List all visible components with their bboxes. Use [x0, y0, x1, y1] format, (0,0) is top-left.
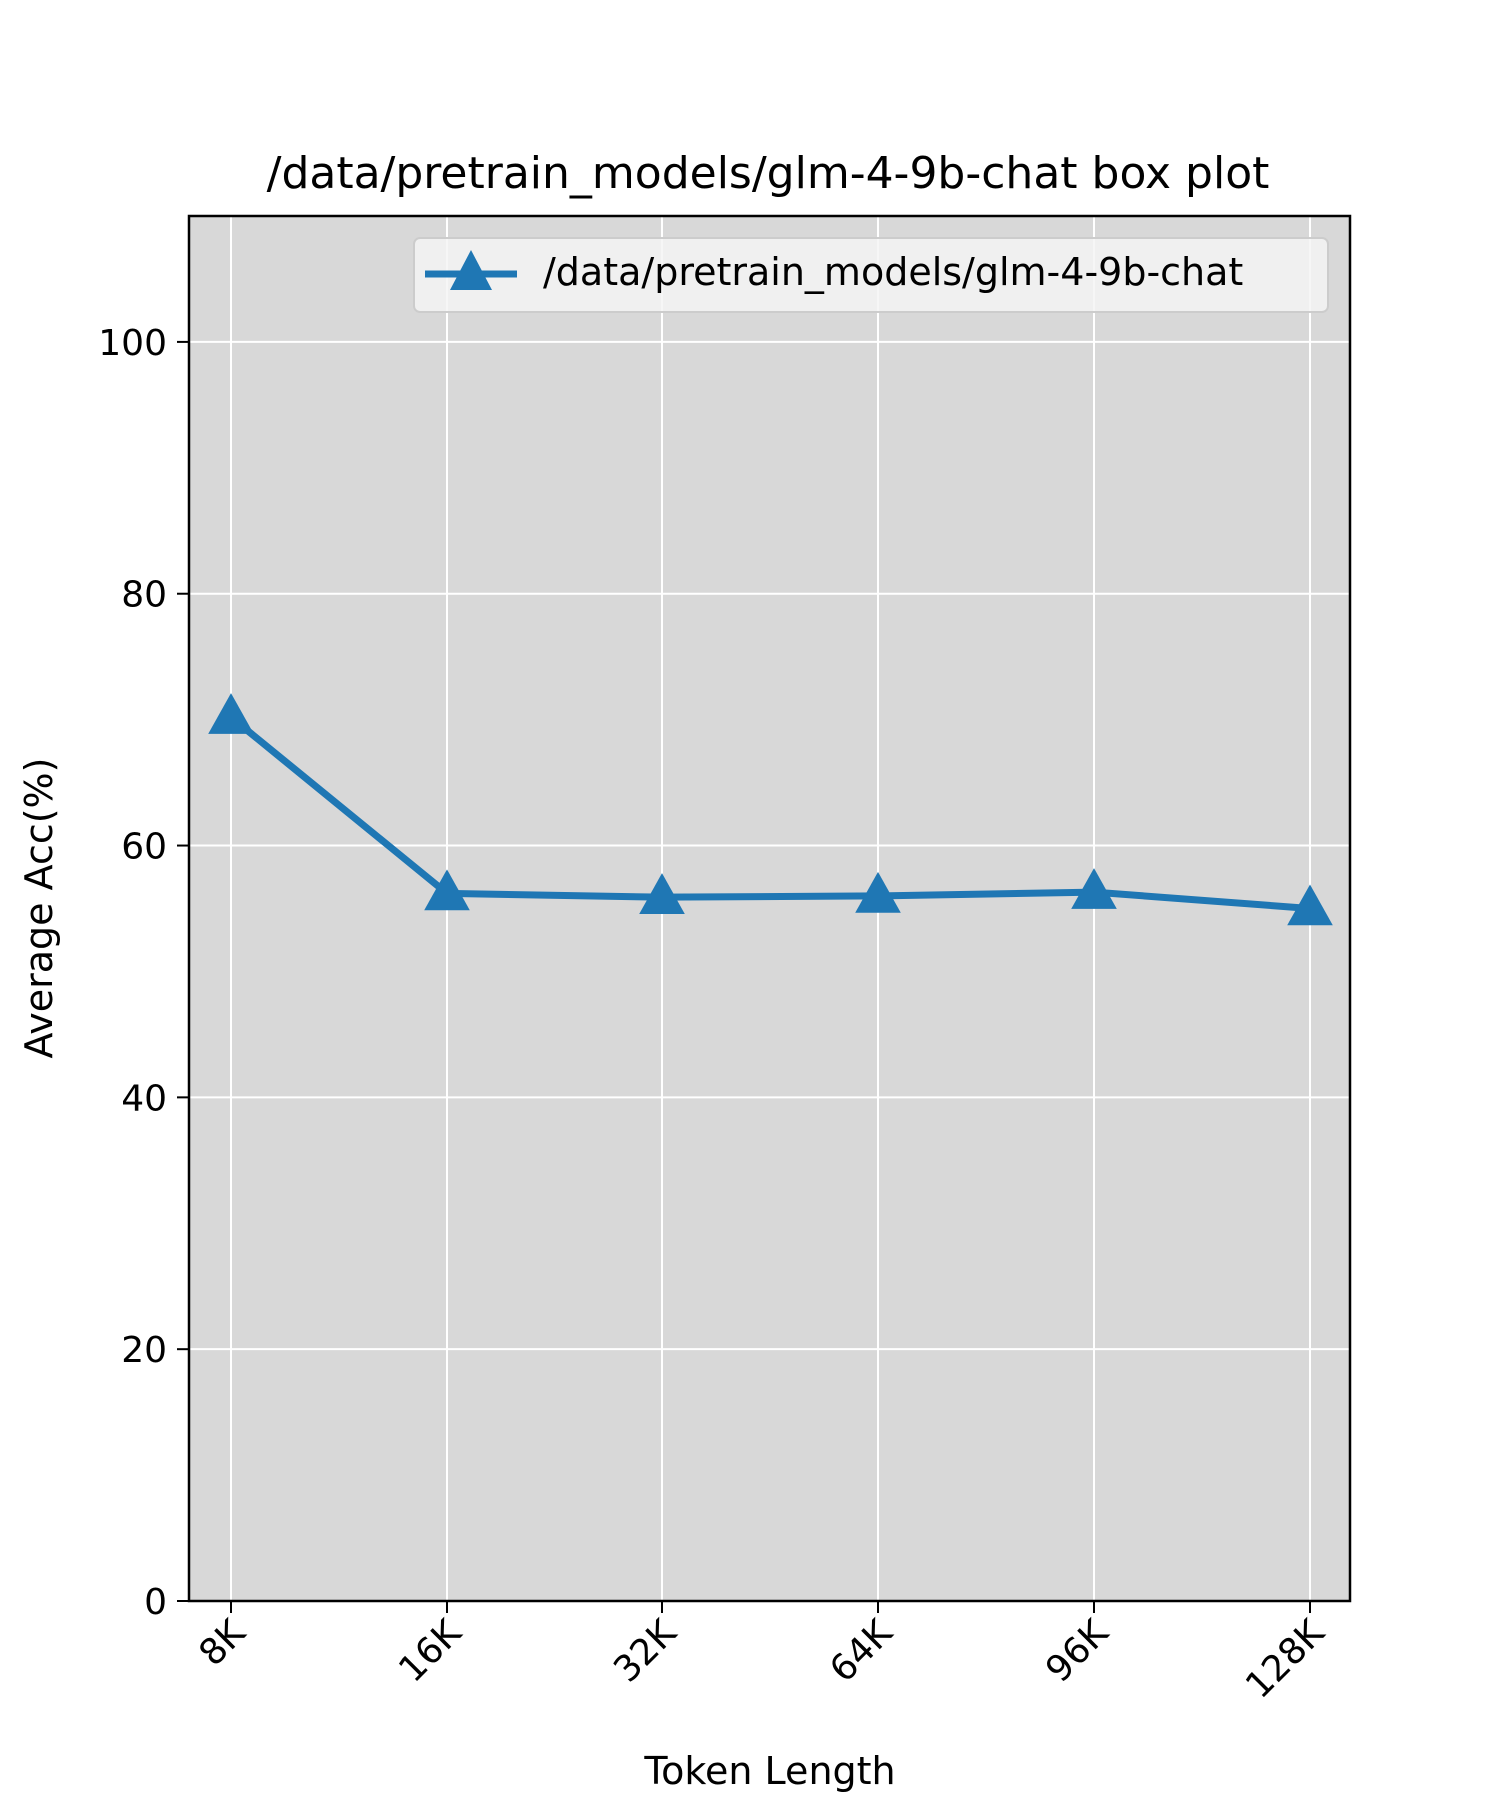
y-tick-label: 20	[121, 1330, 167, 1371]
y-tick-label: 60	[121, 827, 167, 868]
y-tick-label: 0	[144, 1582, 167, 1623]
y-tick-label: 100	[98, 323, 167, 364]
x-axis-label: Token Length	[643, 1749, 895, 1793]
y-tick-label: 40	[121, 1078, 167, 1119]
legend: /data/pretrain_models/glm-4-9b-chat	[414, 238, 1328, 312]
plot-background	[189, 216, 1350, 1601]
y-axis-label: Average Acc(%)	[17, 758, 61, 1059]
y-tick-label: 80	[121, 575, 167, 616]
legend-label: /data/pretrain_models/glm-4-9b-chat	[543, 250, 1243, 294]
chart-title: /data/pretrain_models/glm-4-9b-chat box …	[267, 148, 1270, 199]
